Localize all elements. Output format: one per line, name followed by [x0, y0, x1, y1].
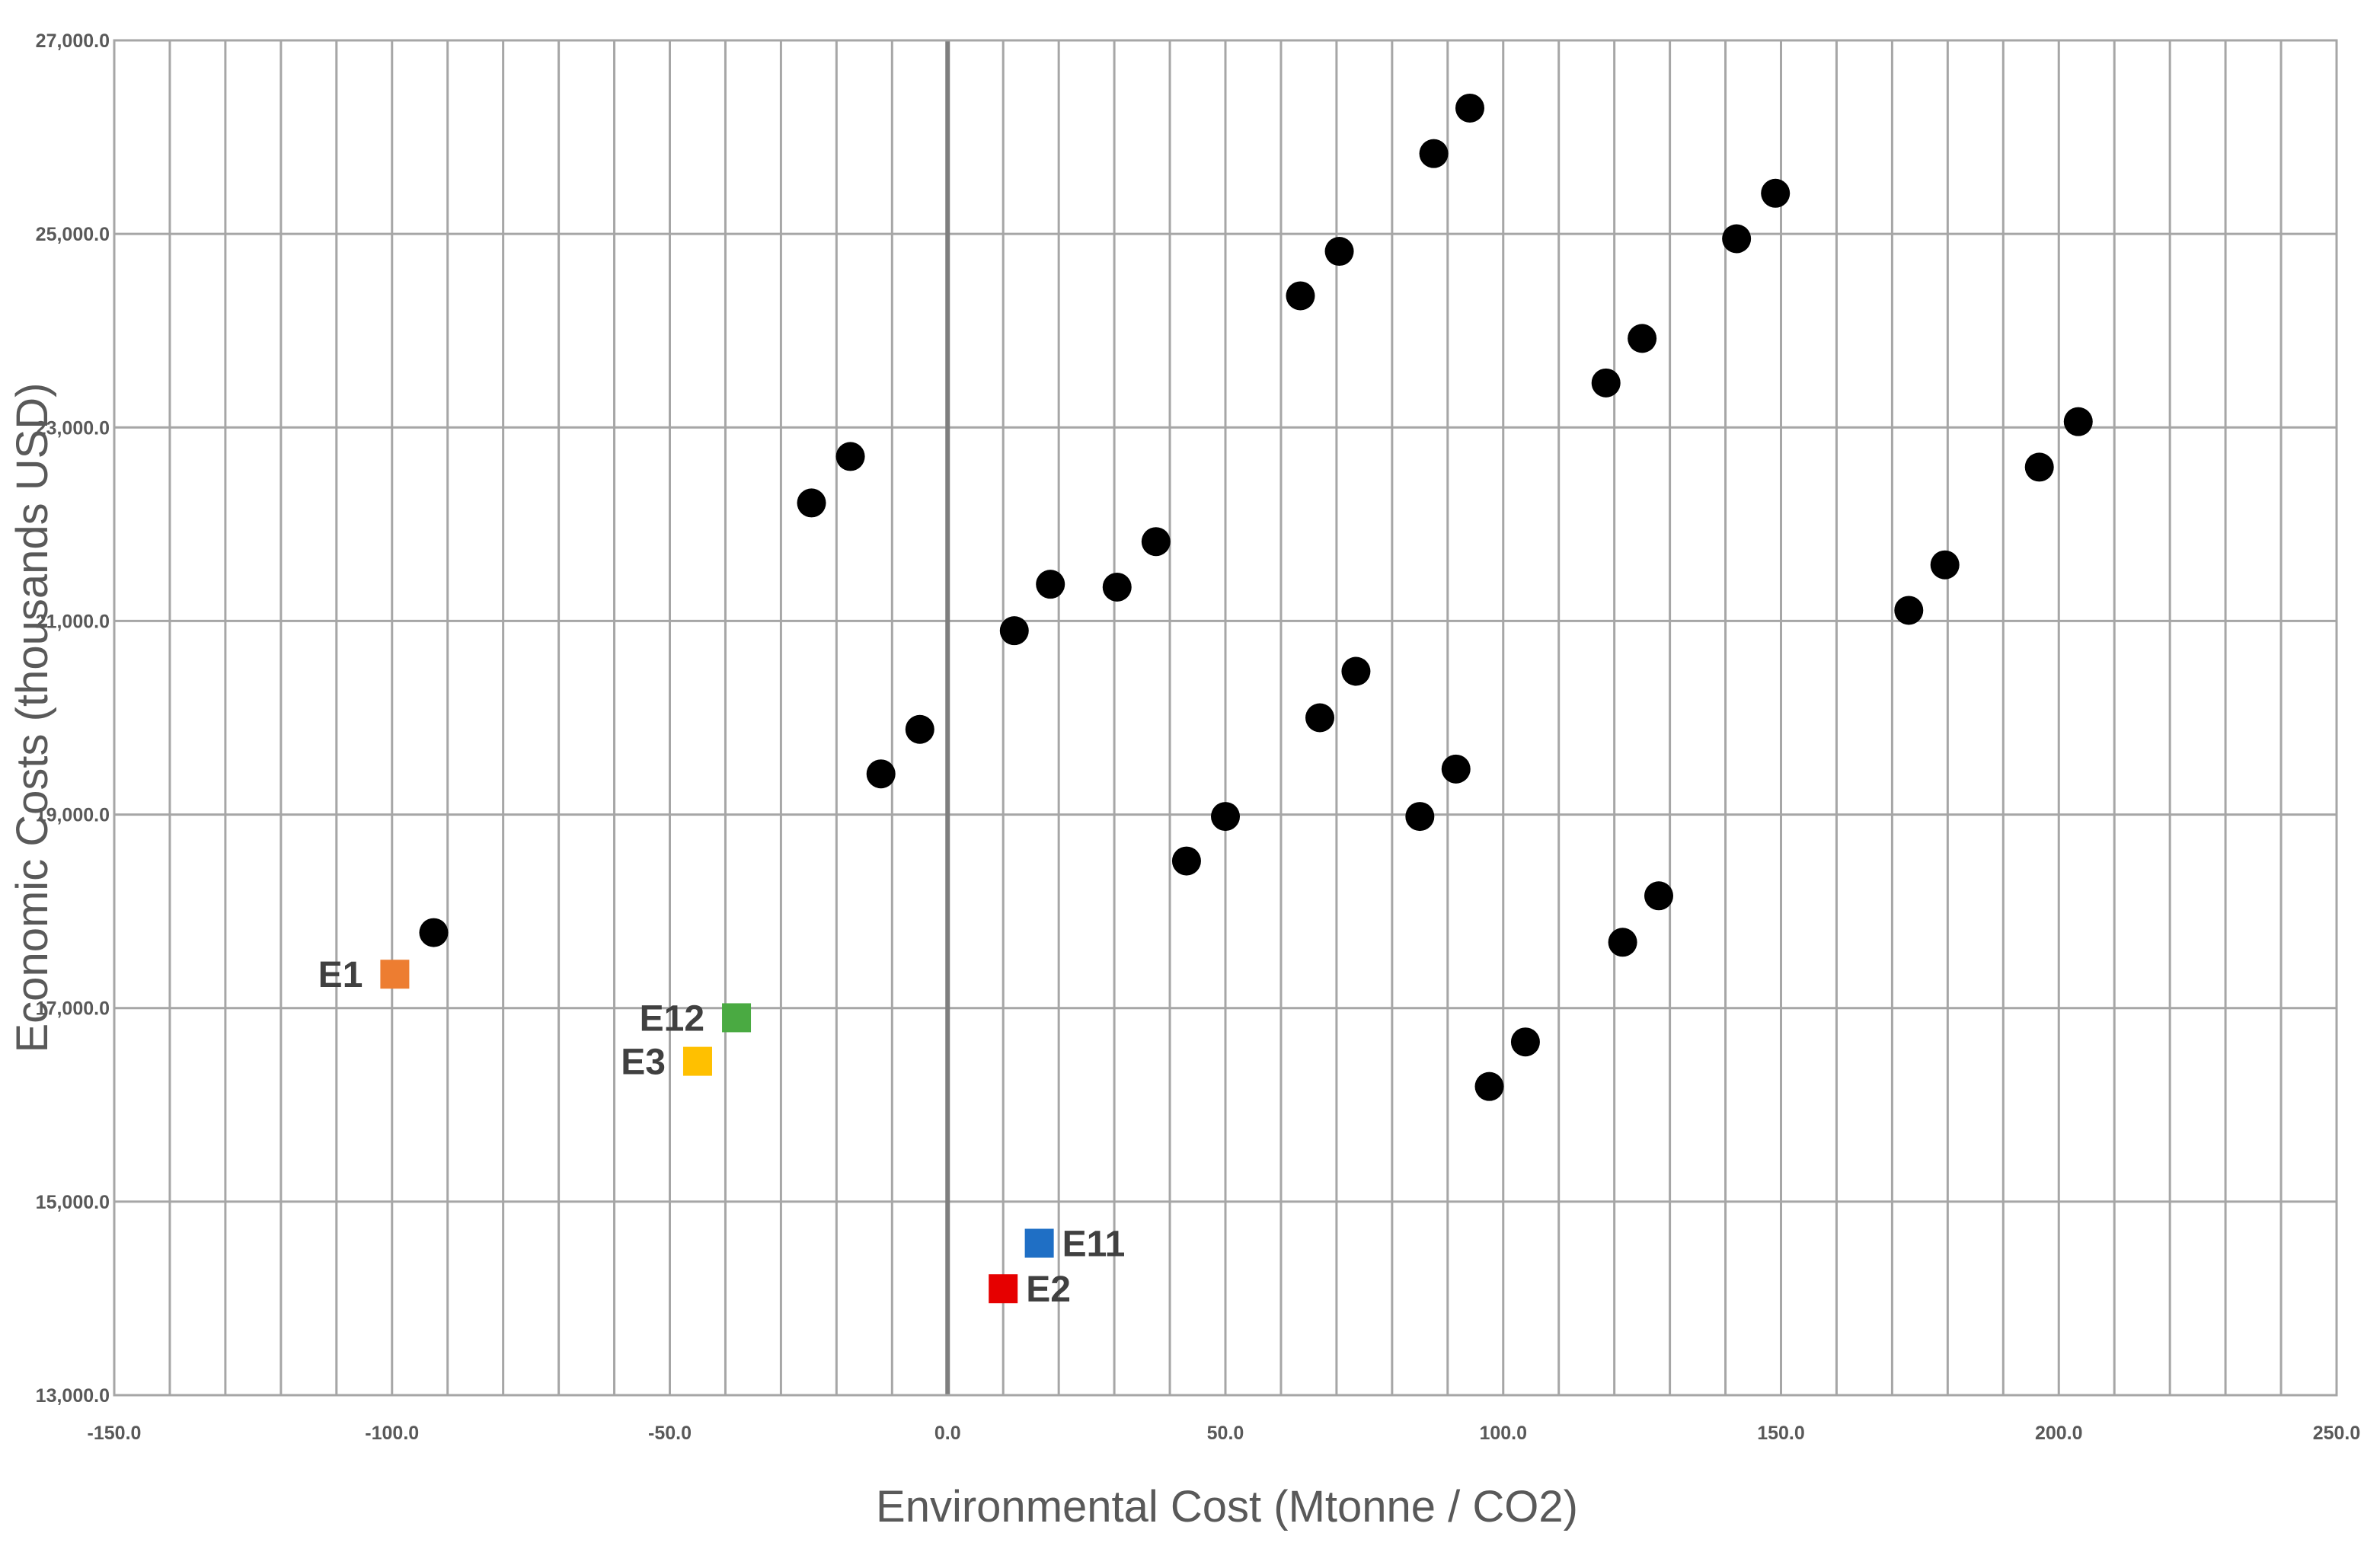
- scatter-point: [1455, 93, 1484, 123]
- y-axis-title: Economic Costs (thousands USD): [8, 383, 57, 1053]
- x-tick-label: -50.0: [648, 1423, 692, 1444]
- highlight-marker-e11: [1024, 1228, 1054, 1258]
- y-tick-label: 19,000.0: [36, 805, 110, 826]
- highlight-label-e1: E1: [318, 955, 363, 995]
- scatter-point: [1510, 1027, 1540, 1057]
- scatter-point: [2024, 452, 2054, 482]
- highlight-marker-e1: [380, 960, 410, 989]
- scatter-point: [1644, 881, 1674, 911]
- x-tick-label: 50.0: [1207, 1423, 1244, 1444]
- scatter-point: [1591, 368, 1621, 398]
- highlight-marker-e2: [989, 1274, 1018, 1304]
- scatter-point: [1894, 596, 1924, 625]
- y-tick-label: 13,000.0: [36, 1385, 110, 1407]
- scatter-point: [1324, 237, 1354, 267]
- y-tick-label: 17,000.0: [36, 998, 110, 1020]
- scatter-point: [1141, 527, 1171, 557]
- x-tick-label: 250.0: [2313, 1423, 2361, 1444]
- x-tick-label: 100.0: [1479, 1423, 1527, 1444]
- highlight-label-e11: E11: [1062, 1224, 1126, 1264]
- scatter-point: [1419, 139, 1449, 168]
- gridlines: [113, 39, 2338, 1397]
- scatter-point: [1930, 550, 1960, 580]
- scatter-point: [1211, 802, 1240, 832]
- highlight-marker-e3: [682, 1046, 712, 1076]
- highlight-label-e12: E12: [640, 998, 704, 1039]
- scatter-point: [905, 714, 934, 744]
- scatter-point: [1036, 570, 1065, 599]
- scatter-point: [419, 918, 449, 947]
- y-tick-label: 15,000.0: [36, 1192, 110, 1213]
- x-tick-label: 0.0: [934, 1423, 961, 1444]
- highlight-marker-e12: [722, 1003, 752, 1033]
- scatter-point: [1102, 572, 1132, 602]
- plot-area-frame: [113, 39, 2338, 1397]
- x-axis-tick-labels: -150.0 -100.0 -50.0 0.0 50.0 100.0 150.0 200.0 2…: [88, 1423, 2361, 1444]
- scatter-point: [2063, 407, 2093, 436]
- scatter-point: [1474, 1072, 1504, 1101]
- highlight-label-e2: E2: [1026, 1270, 1071, 1310]
- y-tick-label: 25,000.0: [36, 224, 110, 245]
- scatter-point: [999, 616, 1029, 646]
- data-points: [419, 93, 2093, 1101]
- x-tick-label: 200.0: [2035, 1423, 2083, 1444]
- y-tick-label: 27,000.0: [36, 30, 110, 52]
- x-axis-title: Environmental Cost (Mtonne / CO2): [876, 1482, 1578, 1531]
- highlight-label-e3: E3: [621, 1043, 666, 1083]
- scatter-point: [1722, 224, 1752, 254]
- y-tick-label: 21,000.0: [36, 611, 110, 632]
- scatter-point: [835, 442, 865, 471]
- scatter-point: [1405, 802, 1435, 832]
- y-axis-tick-labels: 13,000.0 15,000.0 17,000.0 19,000.0 21,000.0…: [36, 30, 110, 1407]
- scatter-point: [1305, 703, 1335, 733]
- scatter-point: [1171, 846, 1201, 876]
- x-tick-label: 150.0: [1757, 1423, 1805, 1444]
- scatter-point: [1761, 178, 1791, 208]
- x-tick-label: -100.0: [365, 1423, 419, 1444]
- scatter-point: [1628, 324, 1657, 353]
- y-tick-label: 23,000.0: [36, 417, 110, 439]
- scatter-point: [866, 759, 896, 789]
- x-tick-label: -150.0: [88, 1423, 142, 1444]
- scatter-point: [1341, 656, 1371, 686]
- scatter-point: [1441, 754, 1471, 784]
- scatter-point: [1286, 281, 1315, 311]
- scatter-point: [797, 488, 826, 518]
- scatter-point: [1608, 928, 1637, 957]
